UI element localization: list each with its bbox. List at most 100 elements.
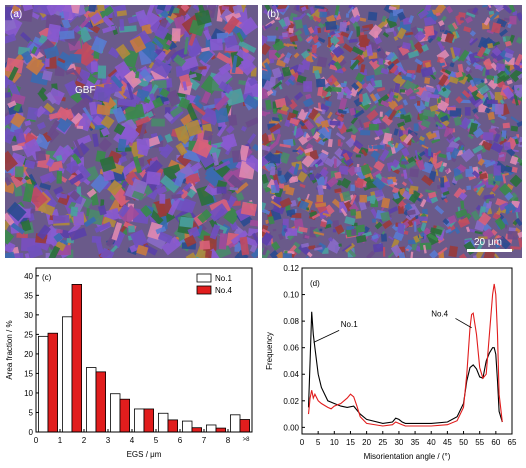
grain xyxy=(348,249,357,258)
grain xyxy=(76,69,91,85)
grain xyxy=(336,115,345,123)
x-axis-label: Misorientation angle / (°) xyxy=(364,452,451,461)
grain xyxy=(420,119,431,129)
grain xyxy=(402,169,408,180)
grain xyxy=(231,55,238,74)
grain xyxy=(243,94,258,110)
grain xyxy=(71,112,84,125)
grain xyxy=(160,175,180,194)
grain xyxy=(167,5,175,17)
grain xyxy=(82,97,91,106)
grain xyxy=(212,67,233,88)
grain xyxy=(351,46,364,56)
grain xyxy=(402,130,409,135)
grain xyxy=(451,55,460,63)
grain xyxy=(265,161,276,172)
grain xyxy=(208,203,229,222)
grain xyxy=(262,34,269,46)
grain xyxy=(386,51,396,61)
grain xyxy=(91,235,102,244)
grain xyxy=(283,16,291,27)
bar-no1-0 xyxy=(38,335,49,433)
y-axis-label: Frequency xyxy=(265,332,274,370)
grain xyxy=(413,221,417,232)
grain xyxy=(448,76,459,85)
grain xyxy=(482,132,494,141)
grain xyxy=(305,35,314,43)
grain xyxy=(411,71,415,79)
grain xyxy=(366,250,376,258)
grain xyxy=(504,52,514,59)
grain xyxy=(409,95,416,100)
grain xyxy=(386,178,394,186)
grain xyxy=(353,139,364,150)
grain xyxy=(36,224,51,240)
grain xyxy=(444,32,455,44)
grain xyxy=(517,237,522,248)
grain xyxy=(372,177,386,191)
axes-frame xyxy=(35,267,253,433)
grain xyxy=(271,116,281,122)
grain xyxy=(480,79,485,84)
grain xyxy=(370,150,381,160)
grain xyxy=(300,242,310,248)
grain xyxy=(180,5,190,12)
grain xyxy=(432,152,438,165)
grain xyxy=(272,81,283,90)
grain xyxy=(37,38,55,57)
grain xyxy=(472,144,484,154)
grain xyxy=(223,15,240,34)
grain xyxy=(282,32,288,38)
grain xyxy=(510,246,522,250)
grain xyxy=(312,131,321,141)
grain xyxy=(24,119,32,127)
grain xyxy=(152,37,164,49)
grain xyxy=(483,250,496,258)
grain xyxy=(517,136,522,148)
grain xyxy=(285,186,295,196)
grain xyxy=(72,69,83,82)
grain xyxy=(124,70,142,89)
grain xyxy=(407,69,416,74)
grain xyxy=(510,116,520,124)
grain xyxy=(517,231,522,239)
grain xyxy=(298,226,308,233)
grain xyxy=(319,228,323,232)
grain xyxy=(135,9,149,27)
grain xyxy=(469,37,479,46)
annotation-arrow-no1 xyxy=(313,330,340,343)
grain xyxy=(22,183,35,203)
grain xyxy=(267,134,273,142)
grain xyxy=(368,123,379,131)
grain xyxy=(358,34,369,48)
grain xyxy=(349,59,360,71)
grain xyxy=(89,12,103,25)
grain xyxy=(450,156,457,163)
grain xyxy=(306,207,310,211)
grain xyxy=(20,31,32,43)
grain xyxy=(236,48,249,61)
grain xyxy=(493,236,504,241)
grain xyxy=(359,194,367,203)
grain xyxy=(45,238,55,245)
grain xyxy=(499,138,507,146)
grain xyxy=(345,13,350,18)
grain xyxy=(389,64,399,74)
grain xyxy=(334,171,342,179)
grain xyxy=(262,69,273,81)
grain xyxy=(486,74,496,81)
grain xyxy=(178,73,192,88)
grain xyxy=(12,252,24,258)
grain xyxy=(97,137,113,153)
grain xyxy=(338,165,349,175)
grain xyxy=(442,190,450,196)
grain xyxy=(276,53,285,61)
grain xyxy=(227,114,238,127)
grain xyxy=(499,28,508,37)
bar-no4-6 xyxy=(191,427,203,433)
grain xyxy=(393,35,399,41)
grain xyxy=(185,119,203,137)
grain xyxy=(263,62,272,74)
x-tick-label: 65 xyxy=(508,438,517,447)
grain xyxy=(340,82,347,88)
